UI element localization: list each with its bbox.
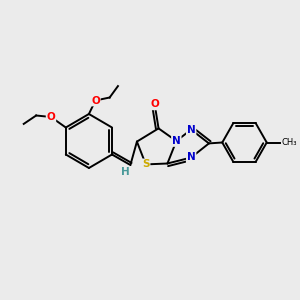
Text: H: H — [121, 167, 129, 177]
Text: N: N — [187, 124, 196, 135]
Text: N: N — [187, 152, 196, 163]
Text: N: N — [172, 136, 181, 146]
Text: O: O — [91, 95, 100, 106]
Text: O: O — [46, 112, 56, 122]
Text: S: S — [142, 159, 150, 170]
Text: CH₃: CH₃ — [281, 138, 297, 147]
Text: O: O — [150, 99, 159, 110]
